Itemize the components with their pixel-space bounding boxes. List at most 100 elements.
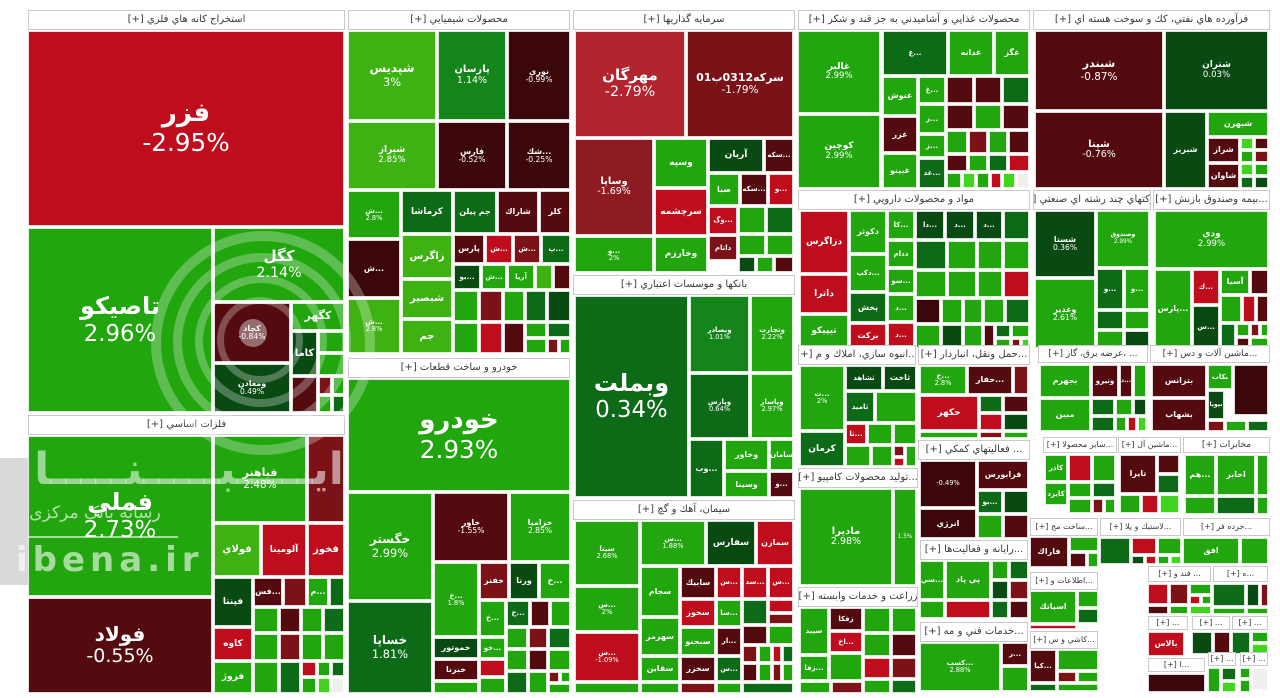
tile-filler[interactable] (1255, 164, 1268, 175)
stock-tile[interactable]: وسينا (725, 472, 768, 497)
stock-tile[interactable]: ...وگ (709, 207, 737, 234)
tile-filler[interactable] (1148, 584, 1168, 604)
tile-filler[interactable] (1257, 296, 1268, 322)
stock-tile[interactable]: ...غ (883, 31, 947, 75)
tile-filler[interactable] (892, 634, 916, 656)
tile-filler[interactable] (529, 672, 547, 693)
tile-filler[interactable] (318, 678, 330, 693)
tile-filler[interactable] (280, 662, 300, 693)
tile-filler[interactable] (1058, 684, 1098, 691)
tile-filler[interactable] (1208, 668, 1220, 692)
stock-tile[interactable]: وبملت 0.34% (575, 296, 688, 497)
tile-filler[interactable] (978, 271, 1002, 297)
stock-tile[interactable]: خاور -1.55% (434, 493, 508, 561)
stock-tile[interactable]: كاذر (1045, 455, 1067, 481)
stock-tile[interactable]: فرابورس (978, 461, 1028, 489)
tile-filler[interactable] (1093, 455, 1115, 481)
stock-tile[interactable]: ودي 2.99% (1155, 211, 1268, 268)
stock-tile[interactable]: ...دا (916, 211, 944, 239)
tile-filler[interactable] (1217, 497, 1255, 514)
stock-tile[interactable]: آسيا (1221, 270, 1249, 294)
sector-header[interactable]: ...حمل ونقل، انباردار [+] (918, 345, 1030, 365)
tile-filler[interactable] (548, 291, 570, 321)
stock-tile[interactable]: وصندوق 2.99% (1097, 211, 1149, 267)
sector-header[interactable]: ...ماشين آلات و دس [+] (1150, 345, 1270, 363)
tile-filler[interactable] (1010, 601, 1028, 618)
tile-filler[interactable] (1248, 421, 1268, 431)
tile-filler[interactable] (947, 155, 967, 171)
tile-filler[interactable] (1078, 672, 1098, 682)
stock-tile[interactable]: ...و (769, 174, 793, 205)
tile-filler[interactable] (1004, 396, 1028, 412)
stock-tile[interactable]: وغدير 2.61% (1035, 279, 1095, 348)
tile-filler[interactable] (332, 678, 344, 693)
tile-filler[interactable] (549, 650, 570, 670)
tile-filler[interactable] (975, 77, 1001, 103)
tile-filler[interactable] (920, 432, 978, 438)
tile-filler[interactable] (1116, 399, 1132, 415)
tile-filler[interactable] (1093, 483, 1115, 497)
tile-filler[interactable] (280, 608, 300, 632)
tile-filler[interactable] (946, 601, 990, 618)
stock-tile[interactable]: ...و (1125, 269, 1149, 309)
stock-tile[interactable]: ...س (1193, 306, 1219, 348)
tile-filler[interactable] (1004, 432, 1028, 438)
stock-tile[interactable]: مبين (1040, 399, 1090, 431)
stock-tile[interactable]: وساپا -1.69% (575, 139, 653, 235)
sector-header[interactable]: مخابرات [+] (1183, 437, 1270, 453)
tile-filler[interactable] (1252, 632, 1268, 642)
tile-filler[interactable] (330, 578, 344, 606)
stock-tile[interactable]: ...سكه (741, 174, 767, 205)
sector-header[interactable]: ... [+] (1232, 616, 1268, 630)
tile-filler[interactable] (1190, 584, 1211, 594)
tile-filler[interactable] (980, 414, 1002, 430)
stock-tile[interactable]: ...فس (254, 578, 282, 606)
tile-filler[interactable] (759, 664, 771, 681)
stock-tile[interactable]: ...د (976, 211, 1002, 239)
stock-tile[interactable]: وخارزم (655, 237, 707, 272)
stock-tile[interactable]: ...اخ (830, 632, 862, 652)
tile-filler[interactable] (947, 173, 961, 188)
tile-filler[interactable] (992, 581, 1008, 599)
stock-tile[interactable]: ...ثا (846, 424, 866, 444)
tile-filler[interactable] (1214, 632, 1230, 654)
tile-filler[interactable] (996, 325, 1010, 337)
tile-filler[interactable] (947, 77, 973, 103)
stock-tile[interactable]: ...پارس (1155, 270, 1191, 348)
stock-tile[interactable]: ...ش (486, 235, 512, 263)
tile-filler[interactable] (773, 664, 781, 681)
stock-tile[interactable]: ...د (1120, 365, 1132, 397)
sector-header[interactable]: ...ا [+] (1148, 658, 1205, 672)
tile-filler[interactable] (434, 682, 478, 693)
stock-tile[interactable]: سابيك (681, 567, 715, 598)
stock-tile[interactable]: سامان (770, 440, 793, 470)
tile-filler[interactable] (832, 682, 862, 693)
tile-filler[interactable] (1014, 366, 1028, 394)
tile-filler[interactable] (1146, 556, 1156, 564)
tile-filler[interactable] (318, 662, 330, 676)
tile-filler[interactable] (739, 235, 765, 255)
stock-tile[interactable]: آريا (508, 265, 534, 289)
tile-filler[interactable] (767, 235, 793, 255)
stock-tile[interactable]: غزر (883, 117, 917, 152)
tile-filler[interactable] (507, 672, 527, 693)
sector-header[interactable]: ... قند و [+] (1148, 566, 1211, 582)
tile-filler[interactable] (324, 608, 344, 632)
stock-tile[interactable]: سهرمز (641, 618, 679, 655)
tile-filler[interactable]: -0.49% (920, 461, 976, 507)
tile-filler[interactable] (1120, 495, 1140, 513)
tile-filler[interactable] (1132, 556, 1144, 564)
stock-tile[interactable]: ...خ (540, 563, 570, 599)
stock-tile[interactable]: خودرو 2.93% (348, 379, 570, 491)
stock-tile[interactable]: فملي 2.73% (28, 436, 212, 596)
tile-filler[interactable] (1170, 606, 1188, 614)
stock-tile[interactable]: فولاي (214, 524, 260, 576)
sector-header[interactable]: شركتهاي چند رشته اي صنعتي [+] (1033, 190, 1151, 210)
tile-filler[interactable] (548, 323, 570, 337)
tile-filler[interactable] (1251, 324, 1259, 336)
stock-tile[interactable]: ...س (769, 567, 793, 598)
tile-filler[interactable] (775, 257, 793, 272)
tile-filler[interactable] (554, 265, 570, 289)
stock-tile[interactable]: ...س 1.88% (641, 521, 705, 565)
stock-tile[interactable]: ...ث 2% (800, 366, 844, 430)
